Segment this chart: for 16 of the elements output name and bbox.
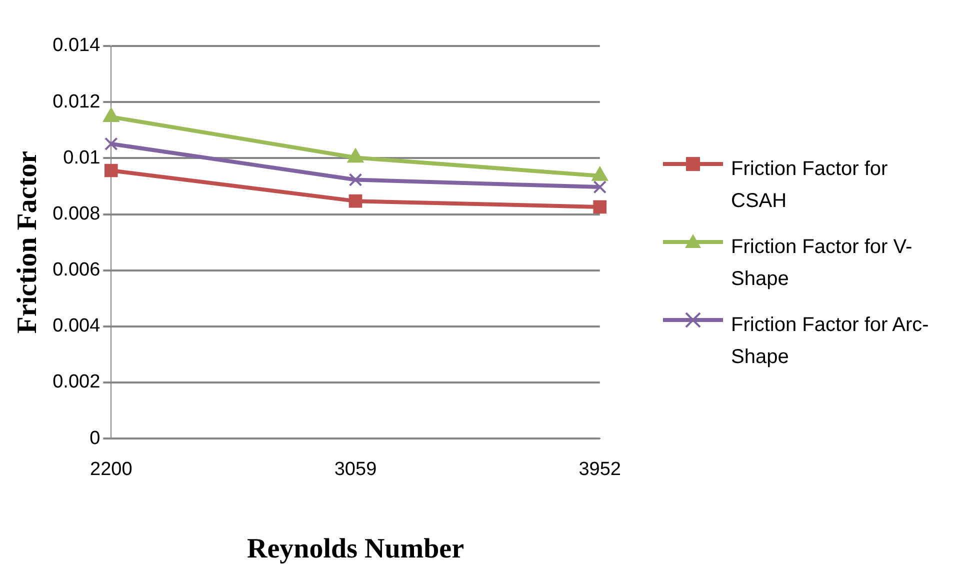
y-tick-label: 0.004 xyxy=(52,316,101,337)
x-tick-label: 2200 xyxy=(90,459,132,480)
y-tick-label: 0 xyxy=(90,428,100,449)
y-axis-title: Friction Factor xyxy=(12,150,44,334)
legend-label: Friction Factor for CSAH xyxy=(731,157,889,214)
legend-label: Friction Factor for V-Shape xyxy=(731,235,914,292)
y-tick-label: 0.002 xyxy=(52,372,100,393)
y-tick-label: 0.012 xyxy=(52,91,100,112)
y-tick-label: 0.008 xyxy=(52,203,100,224)
y-tick-label: 0.014 xyxy=(52,35,101,56)
x-tick-label: 3059 xyxy=(334,459,377,480)
x-axis-title: Reynolds Number xyxy=(247,533,464,564)
y-tick-label: 0.006 xyxy=(52,260,100,281)
legend-label: Friction Factor for Arc-Shape xyxy=(731,313,930,370)
y-tick-label: 0.01 xyxy=(63,147,100,168)
x-tick-label: 3952 xyxy=(578,459,622,480)
